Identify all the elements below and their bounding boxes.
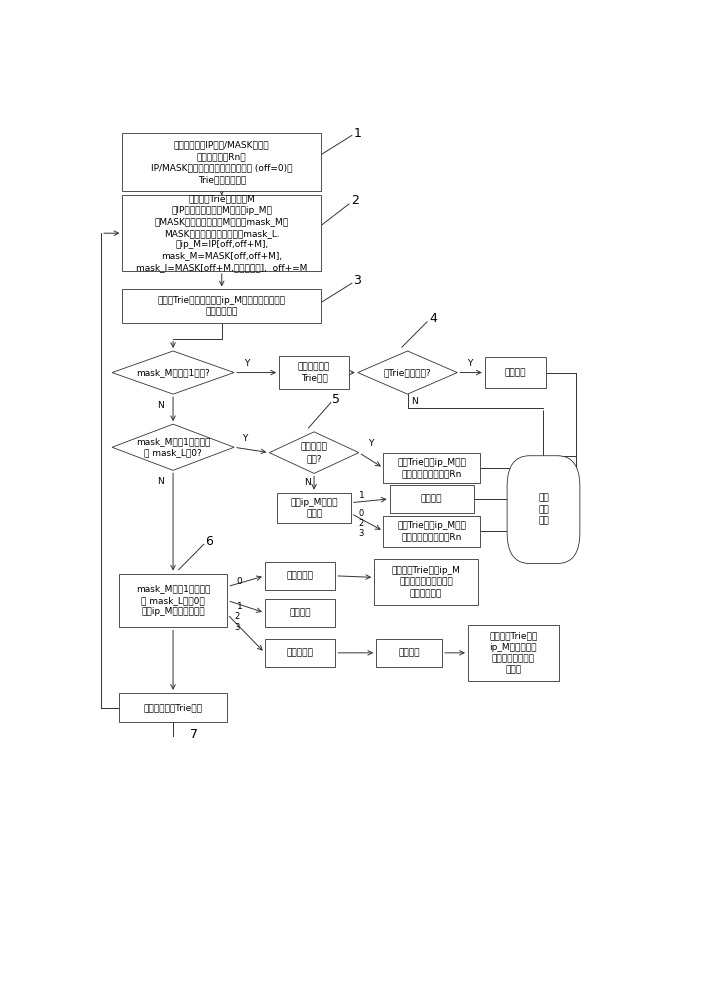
Text: N: N [157,477,164,486]
FancyBboxPatch shape [374,559,478,605]
Text: 1: 1 [237,602,243,611]
FancyBboxPatch shape [265,599,335,627]
Polygon shape [112,351,234,394]
Text: 添加更新本级
Trie节点: 添加更新本级 Trie节点 [298,362,330,383]
Text: N: N [411,397,417,406]
FancyBboxPatch shape [279,356,349,389]
FancyBboxPatch shape [277,493,351,523]
Text: 前级扩散: 前级扩散 [399,648,420,657]
FancyBboxPatch shape [468,625,559,681]
FancyBboxPatch shape [383,516,479,547]
Text: 1: 1 [354,127,362,140]
FancyBboxPatch shape [123,133,321,191]
FancyBboxPatch shape [119,574,227,627]
Polygon shape [112,424,234,470]
Text: N: N [304,478,310,487]
Text: 前级已到达
末尾?: 前级已到达 末尾? [300,442,328,463]
Text: 在该级Trie节点中直接以ip_M查找得到对应的最
长前级描述符: 在该级Trie节点中直接以ip_M查找得到对应的最 长前级描述符 [157,296,286,317]
Text: 该Trie有子节点?: 该Trie有子节点? [383,368,431,377]
Polygon shape [357,351,457,394]
Text: N: N [157,401,164,410]
Text: 获取待插入的IP地址/MASK地址，
对应路由表项Rn，
IP/MASK地址比特位开始指向最左边 (off=0)，
Trie树指向根节点: 获取待插入的IP地址/MASK地址， 对应路由表项Rn， IP/MASK地址比特… [151,141,292,184]
FancyBboxPatch shape [123,289,321,323]
Text: Y: Y [368,439,374,448]
Text: 读取ip_M位置节
点状态: 读取ip_M位置节 点状态 [290,498,338,518]
Polygon shape [269,432,359,473]
Text: 添加
完成
退出: 添加 完成 退出 [538,494,549,526]
FancyBboxPatch shape [265,562,335,590]
Text: 5: 5 [332,393,341,406]
Text: 7: 7 [191,728,199,741]
Text: 获取该级Trie节点步宽M
在IP地址中顺序获取M比特值ip_M，
在MASK地址中顺序获取M比特值mask_M，
MASK地址右边剩余部分值为mask_L.
: 获取该级Trie节点步宽M 在IP地址中顺序获取M比特值ip_M， 在MASK地… [136,194,308,272]
Text: Y: Y [467,359,472,368]
Text: 前级扩散: 前级扩散 [421,494,443,503]
Text: mask_M是全1编码，并
且 mask_L不是0，
读取ip_M位置节点状态: mask_M是全1编码，并 且 mask_L不是0， 读取ip_M位置节点状态 [136,585,210,616]
Text: 更新Trie节点ip_M位置
的最长前级描述符为Rn: 更新Trie节点ip_M位置 的最长前级描述符为Rn [397,521,466,541]
FancyBboxPatch shape [390,485,474,513]
Text: 无需处理: 无需处理 [290,608,311,617]
FancyBboxPatch shape [265,639,335,667]
Text: 3: 3 [354,274,362,287]
Text: 0: 0 [237,578,243,586]
FancyBboxPatch shape [119,693,227,722]
Text: 跳转到下一级Trie节点: 跳转到下一级Trie节点 [144,703,203,712]
Text: 创建子节点: 创建子节点 [287,648,313,657]
FancyBboxPatch shape [507,456,580,564]
FancyBboxPatch shape [383,453,479,483]
FancyBboxPatch shape [484,357,547,388]
Text: Y: Y [244,359,249,368]
Text: 2
3: 2 3 [235,612,240,632]
Text: 4: 4 [430,312,438,325]
Text: Y: Y [243,434,248,443]
Text: 前级扩散: 前级扩散 [505,368,526,377]
Text: 更新更新Trie节点
ip_M位置的最长
前级描述符为子节
点序号: 更新更新Trie节点 ip_M位置的最长 前级描述符为子节 点序号 [489,631,537,675]
Text: 1: 1 [360,491,365,500]
FancyBboxPatch shape [376,639,442,667]
Text: 创建子节点: 创建子节点 [287,571,313,580]
Text: 更新Trie节点ip_M位置
的最长前级描述符为Rn: 更新Trie节点ip_M位置 的最长前级描述符为Rn [397,458,466,478]
Text: 2: 2 [351,194,359,207]
Text: 6: 6 [206,535,214,548]
FancyBboxPatch shape [123,195,321,271]
Text: mask_M不是全1编码?: mask_M不是全1编码? [136,368,210,377]
Text: mask_M是全1编码，并
且 mask_L是0?: mask_M是全1编码，并 且 mask_L是0? [136,437,210,457]
Text: 0
2
3: 0 2 3 [358,509,364,538]
Text: 更新更新Trie节点ip_M
位置的最长前级描述符
为子节点序号: 更新更新Trie节点ip_M 位置的最长前级描述符 为子节点序号 [391,566,461,598]
